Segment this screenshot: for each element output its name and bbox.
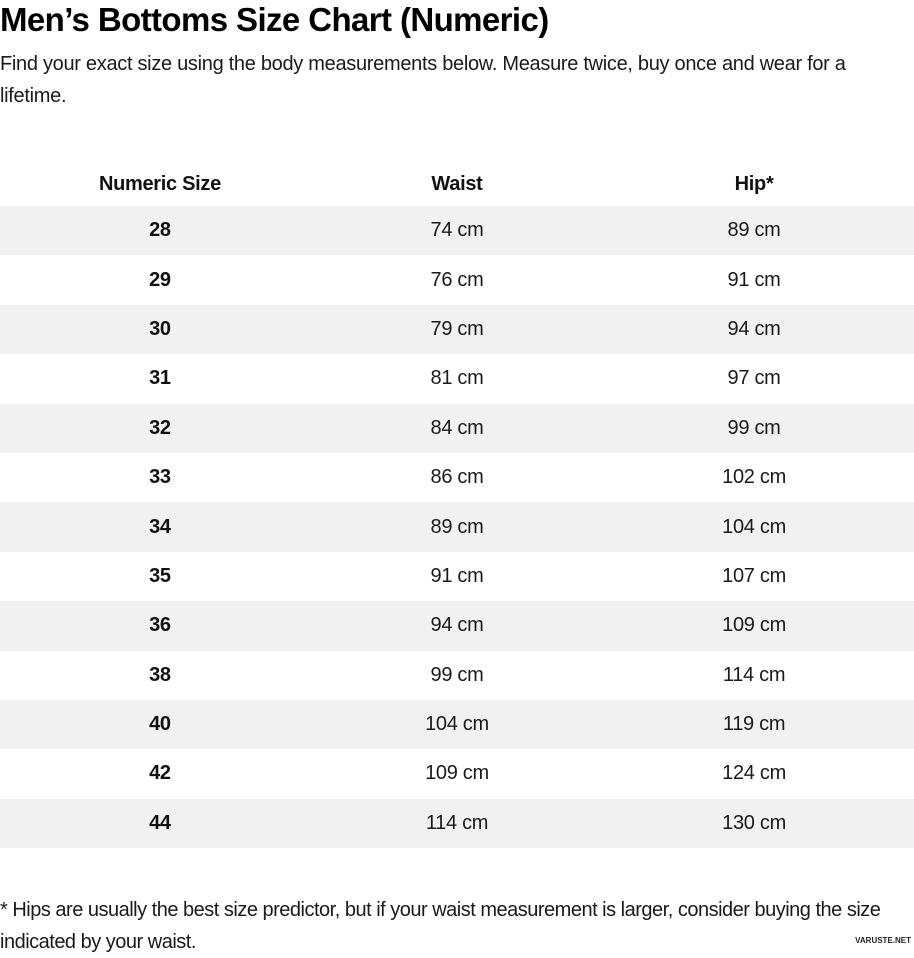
- waist-cell: 114 cm: [425, 811, 489, 834]
- hip-cell: 107 cm: [722, 564, 786, 587]
- table-row: 40 104 cm 119 cm: [0, 699, 914, 750]
- waist-cell: 91 cm: [430, 564, 484, 587]
- waist-cell: 99 cm: [430, 663, 484, 686]
- waist-cell: 74 cm: [430, 219, 484, 242]
- hip-cell: 104 cm: [722, 515, 786, 538]
- size-cell: 40: [149, 713, 171, 736]
- column-header-numeric-size: Numeric Size: [98, 172, 221, 195]
- table-row: 33 86 cm 102 cm: [0, 453, 914, 502]
- waist-cell: 104 cm: [425, 713, 489, 736]
- waist-cell: 89 cm: [430, 515, 484, 538]
- size-table: Numeric Size Waist Hip* 28 74 cm 89 cm 2…: [0, 162, 914, 849]
- intro-text: Find your exact size using the body meas…: [0, 53, 846, 107]
- table-row: 38 99 cm 114 cm: [0, 651, 914, 700]
- waist-cell: 84 cm: [430, 416, 484, 439]
- footnote-text: * Hips are usually the best size predict…: [0, 899, 881, 954]
- size-cell: 30: [149, 317, 171, 340]
- size-table-body: 28 74 cm 89 cm 29 76 cm 91 cm 30 79 cm 9…: [0, 206, 914, 849]
- size-cell: 33: [149, 466, 171, 489]
- table-header-row: Numeric Size Waist Hip*: [0, 162, 914, 206]
- waist-cell: 76 cm: [430, 268, 484, 291]
- size-cell: 28: [149, 219, 171, 242]
- hip-cell: 97 cm: [727, 367, 781, 390]
- table-row: 42 109 cm 124 cm: [0, 749, 914, 798]
- waist-cell: 109 cm: [425, 762, 489, 785]
- hip-cell: 94 cm: [727, 317, 781, 340]
- table-row: 31 81 cm 97 cm: [0, 354, 914, 403]
- hip-cell: 91 cm: [727, 268, 781, 291]
- hip-cell: 119 cm: [722, 713, 786, 736]
- hip-cell: 114 cm: [722, 663, 786, 686]
- watermark: VARUSTE.NET: [855, 936, 911, 945]
- size-cell: 32: [149, 416, 171, 439]
- size-cell: 31: [149, 367, 171, 390]
- waist-cell: 86 cm: [430, 466, 484, 489]
- waist-cell: 94 cm: [430, 614, 484, 637]
- size-cell: 29: [149, 268, 171, 291]
- table-row: 44 114 cm 130 cm: [0, 798, 914, 849]
- page-title: Men’s Bottoms Size Chart (Numeric): [0, 1, 549, 38]
- table-row: 35 91 cm 107 cm: [0, 552, 914, 601]
- table-row: 28 74 cm 89 cm: [0, 206, 914, 256]
- table-row: 30 79 cm 94 cm: [0, 304, 914, 355]
- hip-cell: 130 cm: [722, 811, 786, 834]
- size-cell: 44: [149, 811, 171, 834]
- size-cell: 38: [149, 663, 171, 686]
- size-cell: 34: [149, 515, 171, 538]
- waist-cell: 81 cm: [430, 367, 484, 390]
- column-header-hip: Hip*: [734, 172, 774, 195]
- table-row: 34 89 cm 104 cm: [0, 502, 914, 552]
- size-cell: 35: [149, 564, 171, 587]
- size-cell: 42: [149, 762, 171, 785]
- table-row: 36 94 cm 109 cm: [0, 601, 914, 651]
- hip-cell: 89 cm: [727, 219, 781, 242]
- table-row: 29 76 cm 91 cm: [0, 255, 914, 304]
- size-cell: 36: [149, 614, 171, 637]
- waist-cell: 79 cm: [430, 317, 484, 340]
- hip-cell: 109 cm: [722, 614, 786, 637]
- hip-cell: 124 cm: [722, 762, 786, 785]
- column-header-waist: Waist: [431, 172, 483, 195]
- hip-cell: 99 cm: [727, 416, 781, 439]
- table-row: 32 84 cm 99 cm: [0, 403, 914, 453]
- hip-cell: 102 cm: [722, 466, 786, 489]
